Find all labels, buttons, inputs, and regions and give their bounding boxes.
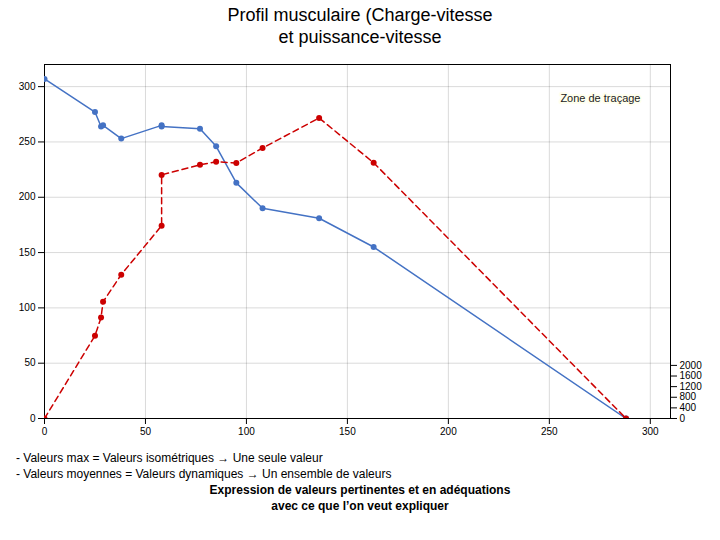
svg-text:400: 400 (680, 402, 697, 413)
svg-text:250: 250 (541, 426, 558, 437)
svg-text:250: 250 (19, 136, 36, 147)
html-text:- Valeurs max = Valeurs isomét: - Valeurs max = Valeurs isométriques → U… (16, 451, 323, 465)
svg-text:1200: 1200 (680, 381, 703, 392)
html-text:Profil musculaire (Charge-vite: Profil musculaire (Charge-vitesse et pui… (227, 5, 493, 47)
svg-text:1600: 1600 (680, 370, 703, 381)
html-text:Expression de valeurs pertinen: Expression de valeurs pertinentes et en … (209, 483, 511, 497)
svg-text:2000: 2000 (680, 360, 703, 371)
svg-text:300: 300 (19, 81, 36, 92)
svg-text:200: 200 (440, 426, 457, 437)
svg-text:100: 100 (238, 426, 255, 437)
svg-text:0: 0 (30, 413, 36, 424)
html-text:- Valeurs moyennes = Valeurs d: - Valeurs moyennes = Valeurs dynamiques … (16, 467, 392, 481)
svg-text:200: 200 (19, 191, 36, 202)
svg-text:0: 0 (680, 413, 686, 424)
svg-text:0: 0 (42, 426, 48, 437)
svg-text:150: 150 (19, 247, 36, 258)
svg-text:Zone de traçage: Zone de traçage (560, 92, 640, 104)
svg-text:100: 100 (19, 302, 36, 313)
svg-text:150: 150 (339, 426, 356, 437)
svg-text:50: 50 (140, 426, 152, 437)
svg-text:50: 50 (24, 357, 36, 368)
svg-text:300: 300 (642, 426, 659, 437)
svg-text:800: 800 (680, 391, 697, 402)
html-text:avec ce que l’on veut explique: avec ce que l’on veut expliquer (271, 499, 449, 513)
